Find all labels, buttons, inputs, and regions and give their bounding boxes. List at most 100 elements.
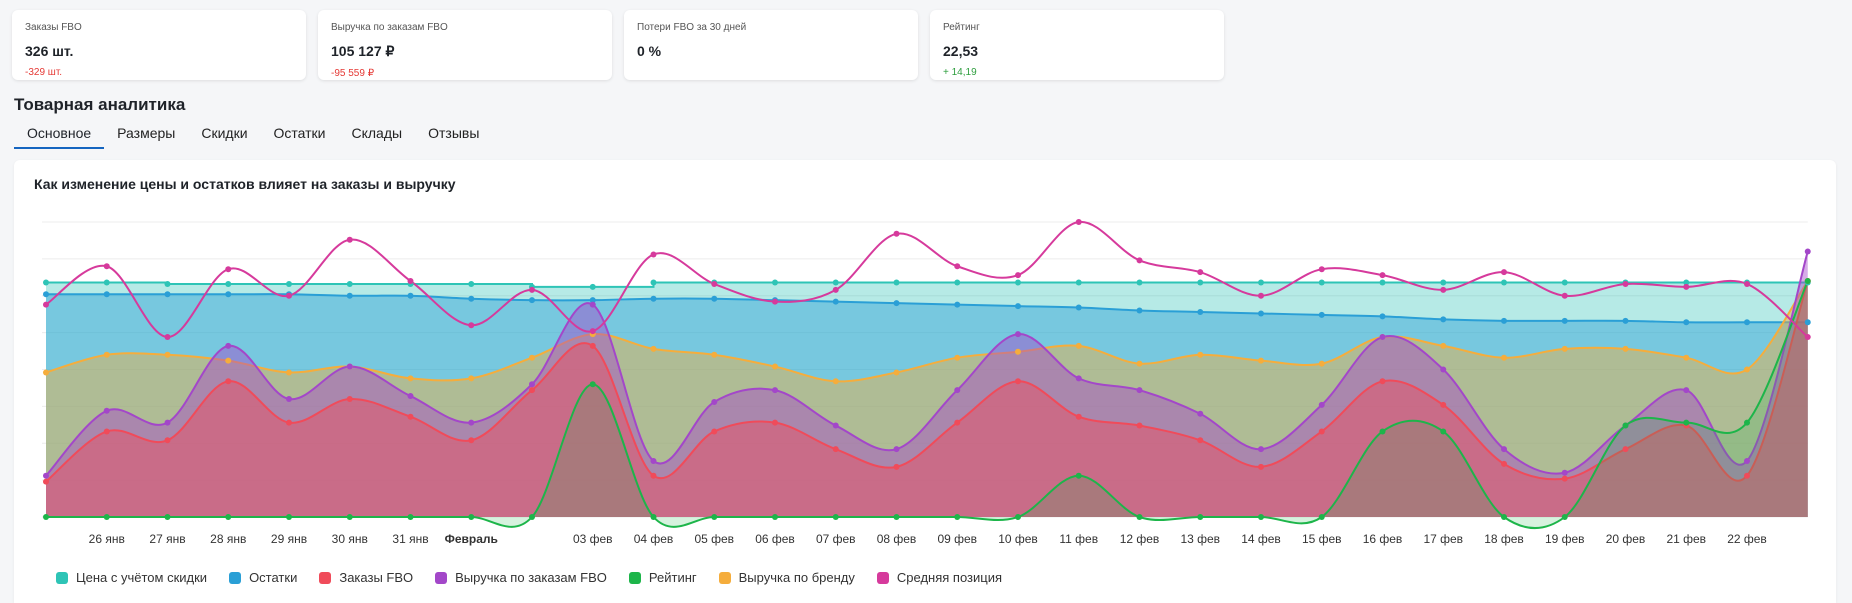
series-0-point <box>1258 279 1264 286</box>
series-0-point <box>832 279 839 286</box>
series-6-point <box>1015 272 1021 279</box>
series-2-point <box>1075 413 1082 420</box>
legend-swatch <box>628 571 641 584</box>
x-tick-label: Февраль <box>445 532 498 546</box>
tab-warehouses[interactable]: Склады <box>351 125 403 141</box>
series-0-point <box>164 280 171 287</box>
card-label: Потери FBO за 30 дней <box>637 22 747 33</box>
series-4-point <box>346 514 353 520</box>
x-tick-label: 28 янв <box>210 532 246 546</box>
series-2-point <box>650 472 657 479</box>
legend-item[interactable]: Остатки <box>229 570 297 585</box>
series-3-point <box>650 457 657 464</box>
series-0-point <box>468 280 475 287</box>
series-2-point <box>1561 475 1568 482</box>
x-tick-label: 18 фев <box>1484 532 1524 546</box>
series-0-point <box>43 279 49 286</box>
tab-stock[interactable]: Остатки <box>273 125 326 141</box>
series-4-point <box>1379 428 1386 435</box>
legend-item[interactable]: Выручка по бренду <box>718 570 855 585</box>
series-4-point <box>650 514 657 520</box>
series-6-point <box>468 322 475 329</box>
series-4-point <box>1075 472 1082 479</box>
series-1-point <box>1318 311 1325 318</box>
x-tick-label: 13 фев <box>1180 532 1220 546</box>
series-0-point <box>954 279 961 286</box>
legend-item[interactable]: Рейтинг <box>628 570 697 585</box>
x-tick-label: 16 фев <box>1363 532 1403 546</box>
series-5-point <box>529 354 535 361</box>
card-label: Заказы FBO <box>25 22 82 33</box>
series-4-point <box>1318 514 1325 520</box>
series-3-point <box>1379 334 1386 341</box>
series-4-point <box>225 514 232 520</box>
x-tick-label: 12 фев <box>1120 532 1160 546</box>
series-2-point <box>893 463 900 470</box>
x-tick-label: 04 фев <box>634 532 674 546</box>
x-tick-label: 31 янв <box>392 532 428 546</box>
tab-discounts[interactable]: Скидки <box>201 125 248 141</box>
series-6-point <box>954 263 961 270</box>
series-4-point <box>407 514 414 520</box>
x-tick-label: 22 фев <box>1727 532 1767 546</box>
series-1-point <box>1015 303 1021 310</box>
series-6-point <box>1561 292 1568 299</box>
tab-reviews[interactable]: Отзывы <box>428 125 480 141</box>
series-2-point <box>954 419 961 426</box>
series-6-point <box>1804 334 1811 341</box>
series-0-point <box>286 280 292 287</box>
series-1-point <box>103 291 110 298</box>
card-value: 326 шт. <box>25 43 74 59</box>
series-1-point <box>1075 304 1082 311</box>
series-0-point <box>1683 279 1690 286</box>
series-3-point <box>772 387 778 394</box>
series-5-point <box>1501 354 1507 361</box>
legend-item[interactable]: Заказы FBO <box>319 570 413 585</box>
card-value: 105 127 ₽ <box>331 43 395 59</box>
series-5-point <box>1561 345 1568 352</box>
x-tick-label: 20 фев <box>1606 532 1646 546</box>
legend-item[interactable]: Выручка по заказам FBO <box>435 570 607 585</box>
series-1-point <box>346 292 353 299</box>
legend-label: Остатки <box>249 570 298 585</box>
x-tick-label: 10 фев <box>998 532 1038 546</box>
series-4-point <box>954 514 961 520</box>
tab-main[interactable]: Основное <box>14 123 105 149</box>
series-5-point <box>1622 345 1629 352</box>
card-label: Выручка по заказам FBO <box>331 22 448 33</box>
series-6-point <box>650 251 657 258</box>
series-0-point <box>1075 279 1082 286</box>
x-tick-label: 07 фев <box>816 532 856 546</box>
series-4-point <box>1258 514 1264 520</box>
series-1-area <box>46 294 1808 517</box>
series-6-point <box>286 292 292 299</box>
series-4-point <box>1561 514 1568 520</box>
x-tick-label: 27 янв <box>149 532 185 546</box>
tab-sizes[interactable]: Размеры <box>117 125 176 141</box>
series-2-point <box>43 478 49 485</box>
series-2-point <box>1136 422 1143 429</box>
series-0-point <box>1318 279 1325 286</box>
series-3-point <box>832 422 839 429</box>
series-0-point <box>1561 279 1568 286</box>
series-3-point <box>346 363 353 370</box>
card-delta: + 14,19 <box>943 67 977 78</box>
series-3-point <box>711 398 718 405</box>
series-1-point <box>468 295 475 302</box>
series-1-point <box>893 300 900 307</box>
series-5-point <box>1015 348 1021 355</box>
series-3-point <box>893 446 900 453</box>
legend-label: Рейтинг <box>648 570 697 585</box>
series-1-line <box>45 293 1808 324</box>
series-2-point <box>1501 460 1507 467</box>
series-6-point <box>772 298 778 305</box>
legend-label: Средняя позиция <box>896 570 1003 585</box>
series-6-point <box>893 230 900 237</box>
series-3-point <box>1197 410 1204 417</box>
series-3-point <box>1075 375 1082 382</box>
series-1-point <box>589 297 596 304</box>
legend-item[interactable]: Цена с учётом скидки <box>56 570 207 585</box>
series-1-point <box>225 291 232 298</box>
series-6-point <box>1440 286 1447 293</box>
legend-item[interactable]: Средняя позиция <box>876 570 1003 585</box>
